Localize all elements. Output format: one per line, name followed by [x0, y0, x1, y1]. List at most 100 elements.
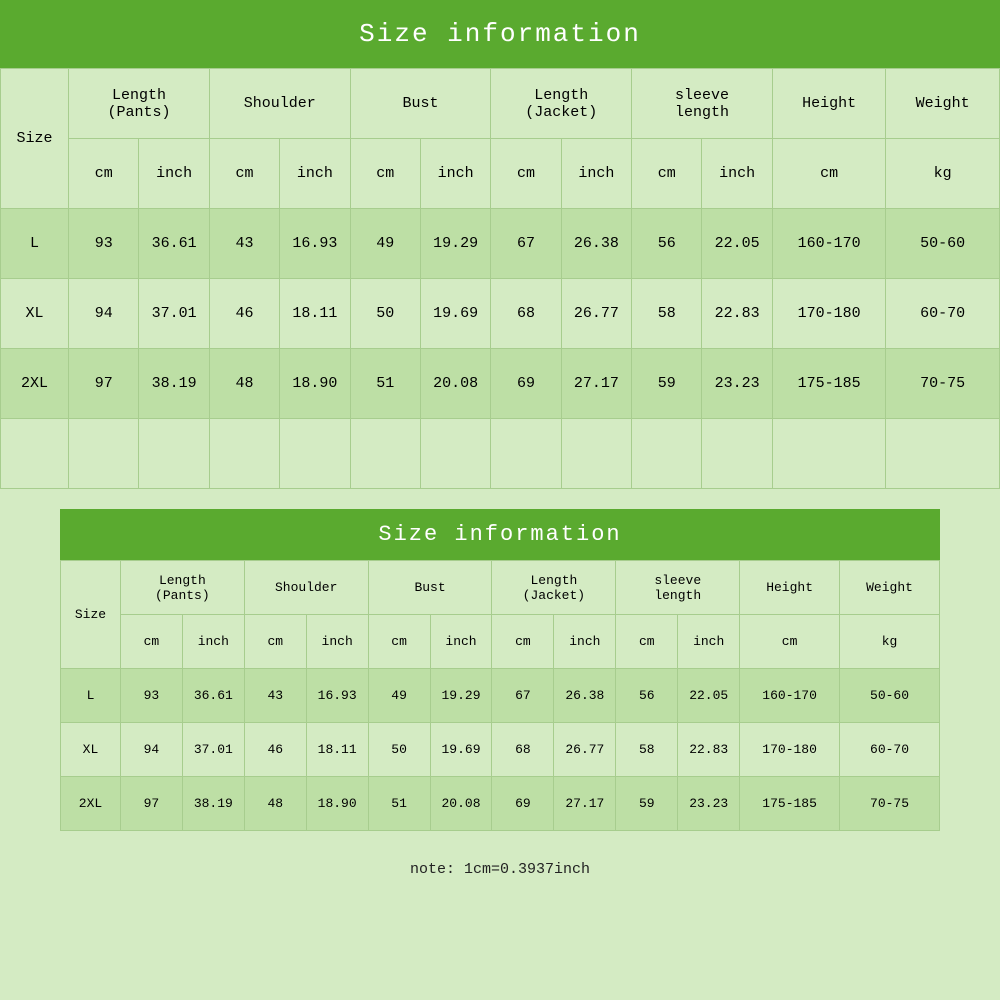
unit-kg: kg	[840, 615, 940, 669]
unit-inch: inch	[561, 139, 631, 209]
unit-cm: cm	[209, 139, 279, 209]
unit-cm: cm	[368, 615, 430, 669]
unit-inch: inch	[420, 139, 490, 209]
table-title: Size information	[0, 0, 1000, 68]
cell: 26.38	[554, 669, 616, 723]
cell: 19.69	[420, 279, 490, 349]
unit-cm: cm	[492, 615, 554, 669]
cell: 37.01	[139, 279, 209, 349]
col-length-jacket: Length (Jacket)	[491, 69, 632, 139]
cell: 50-60	[886, 209, 1000, 279]
unit-cm: cm	[632, 139, 702, 209]
unit-cm: cm	[69, 139, 139, 209]
col-length-pants: Length (Pants)	[120, 561, 244, 615]
cell: 38.19	[139, 349, 209, 419]
table-row: XL9437.014618.115019.696826.775822.83170…	[61, 723, 940, 777]
col-sleeve: sleeve length	[616, 561, 740, 615]
cell: 70-75	[840, 777, 940, 831]
cell: 97	[69, 349, 139, 419]
cell: 19.29	[430, 669, 492, 723]
cell: 36.61	[139, 209, 209, 279]
unit-cm: cm	[491, 139, 561, 209]
cell: 36.61	[182, 669, 244, 723]
cell: 19.29	[420, 209, 490, 279]
cell: 18.11	[306, 723, 368, 777]
cell: 48	[209, 349, 279, 419]
size-table: Size Length (Pants) Shoulder Bust Length…	[60, 560, 940, 831]
unit-cm: cm	[120, 615, 182, 669]
cell: 50	[350, 279, 420, 349]
unit-cm: cm	[350, 139, 420, 209]
cell: 22.83	[702, 279, 772, 349]
col-sleeve: sleeve length	[632, 69, 773, 139]
cell: 37.01	[182, 723, 244, 777]
cell: 49	[368, 669, 430, 723]
header-row-2: cminch cminch cminch cminch cminch cm kg	[1, 139, 1000, 209]
unit-inch: inch	[280, 139, 350, 209]
cell: 160-170	[740, 669, 840, 723]
col-bust: Bust	[350, 69, 491, 139]
col-bust: Bust	[368, 561, 492, 615]
cell: 43	[209, 209, 279, 279]
cell: 18.90	[280, 349, 350, 419]
cell: 175-185	[772, 349, 886, 419]
unit-inch: inch	[702, 139, 772, 209]
cell: 58	[616, 723, 678, 777]
cell: 16.93	[306, 669, 368, 723]
cell: 60-70	[840, 723, 940, 777]
cell: 50	[368, 723, 430, 777]
cell: 51	[368, 777, 430, 831]
cell: 26.77	[554, 723, 616, 777]
cell: 67	[492, 669, 554, 723]
cell: 26.77	[561, 279, 631, 349]
cell: 58	[632, 279, 702, 349]
unit-inch: inch	[554, 615, 616, 669]
cell: 22.05	[678, 669, 740, 723]
unit-cm: cm	[616, 615, 678, 669]
cell: XL	[1, 279, 69, 349]
col-length-pants: Length (Pants)	[69, 69, 210, 139]
cell: 16.93	[280, 209, 350, 279]
cell: 68	[492, 723, 554, 777]
table-row: XL9437.014618.115019.696826.775822.83170…	[1, 279, 1000, 349]
cell: 93	[69, 209, 139, 279]
cell: 68	[491, 279, 561, 349]
col-height: Height	[740, 561, 840, 615]
header-row-1: Size Length (Pants) Shoulder Bust Length…	[1, 69, 1000, 139]
unit-inch: inch	[678, 615, 740, 669]
cell: 23.23	[678, 777, 740, 831]
cell: 46	[244, 723, 306, 777]
cell: 93	[120, 669, 182, 723]
cell: 175-185	[740, 777, 840, 831]
table-row: 2XL9738.194818.905120.086927.175923.2317…	[1, 349, 1000, 419]
cell: L	[61, 669, 121, 723]
cell: 22.05	[702, 209, 772, 279]
unit-kg: kg	[886, 139, 1000, 209]
cell: L	[1, 209, 69, 279]
cell: 56	[616, 669, 678, 723]
cell: 18.90	[306, 777, 368, 831]
col-height: Height	[772, 69, 886, 139]
cell: 23.23	[702, 349, 772, 419]
cell: 18.11	[280, 279, 350, 349]
cell: 22.83	[678, 723, 740, 777]
cell: 46	[209, 279, 279, 349]
cell: 94	[120, 723, 182, 777]
cell: 160-170	[772, 209, 886, 279]
data-body-top: L9336.614316.934919.296726.385622.05160-…	[1, 209, 1000, 419]
conversion-note: note: 1cm=0.3937inch	[60, 831, 940, 888]
cell: 43	[244, 669, 306, 723]
col-length-jacket: Length (Jacket)	[492, 561, 616, 615]
unit-inch: inch	[430, 615, 492, 669]
unit-inch: inch	[306, 615, 368, 669]
unit-inch: inch	[182, 615, 244, 669]
cell: 59	[632, 349, 702, 419]
unit-cm: cm	[244, 615, 306, 669]
cell: 26.38	[561, 209, 631, 279]
cell: 69	[492, 777, 554, 831]
cell: 56	[632, 209, 702, 279]
data-body-bottom: L9336.614316.934919.296726.385622.05160-…	[61, 669, 940, 831]
cell: 60-70	[886, 279, 1000, 349]
cell: 70-75	[886, 349, 1000, 419]
cell: 20.08	[420, 349, 490, 419]
